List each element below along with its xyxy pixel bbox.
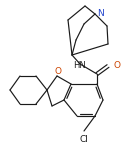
- Text: Cl: Cl: [80, 135, 88, 144]
- Text: HN: HN: [73, 60, 85, 69]
- Text: O: O: [113, 60, 120, 69]
- Text: O: O: [55, 66, 62, 75]
- Text: N: N: [98, 9, 104, 18]
